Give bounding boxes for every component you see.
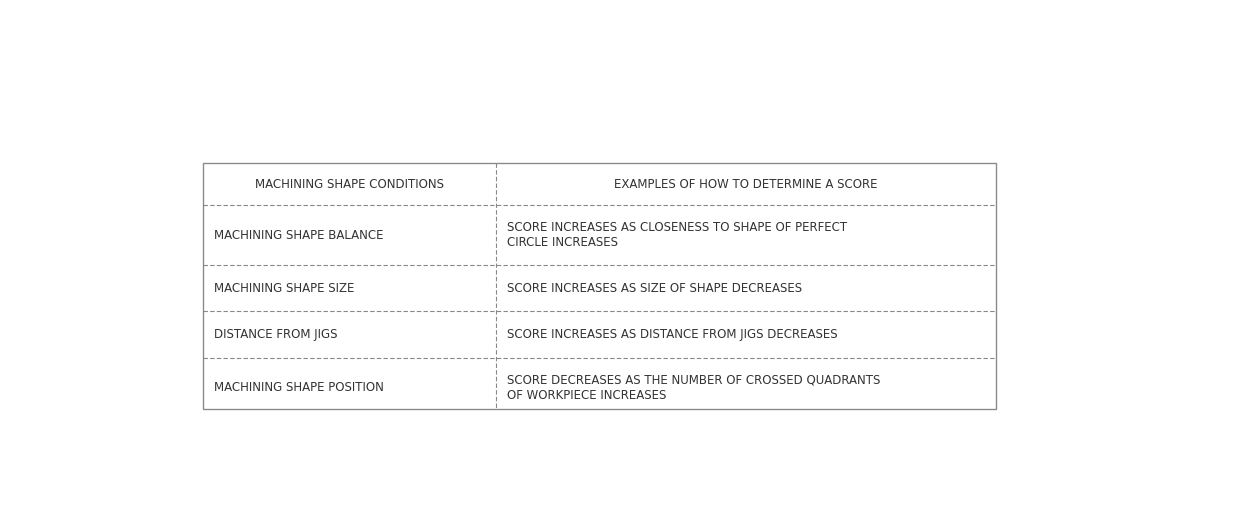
Text: SCORE INCREASES AS DISTANCE FROM JIGS DECREASES: SCORE INCREASES AS DISTANCE FROM JIGS DE…	[507, 328, 837, 341]
Text: EXAMPLES OF HOW TO DETERMINE A SCORE: EXAMPLES OF HOW TO DETERMINE A SCORE	[614, 177, 878, 190]
Text: DISTANCE FROM JIGS: DISTANCE FROM JIGS	[215, 328, 337, 341]
Text: SCORE INCREASES AS SIZE OF SHAPE DECREASES: SCORE INCREASES AS SIZE OF SHAPE DECREAS…	[507, 282, 802, 295]
Bar	[203, 163, 996, 410]
Text: MACHINING SHAPE SIZE: MACHINING SHAPE SIZE	[215, 282, 355, 295]
Text: MACHINING SHAPE POSITION: MACHINING SHAPE POSITION	[215, 381, 383, 394]
Text: MACHINING SHAPE CONDITIONS: MACHINING SHAPE CONDITIONS	[255, 177, 444, 190]
Text: SCORE DECREASES AS THE NUMBER OF CROSSED QUADRANTS
OF WORKPIECE INCREASES: SCORE DECREASES AS THE NUMBER OF CROSSED…	[507, 374, 880, 402]
Text: SCORE INCREASES AS CLOSENESS TO SHAPE OF PERFECT
CIRCLE INCREASES: SCORE INCREASES AS CLOSENESS TO SHAPE OF…	[507, 221, 847, 249]
Bar	[203, 163, 996, 410]
Text: MACHINING SHAPE BALANCE: MACHINING SHAPE BALANCE	[215, 229, 383, 242]
